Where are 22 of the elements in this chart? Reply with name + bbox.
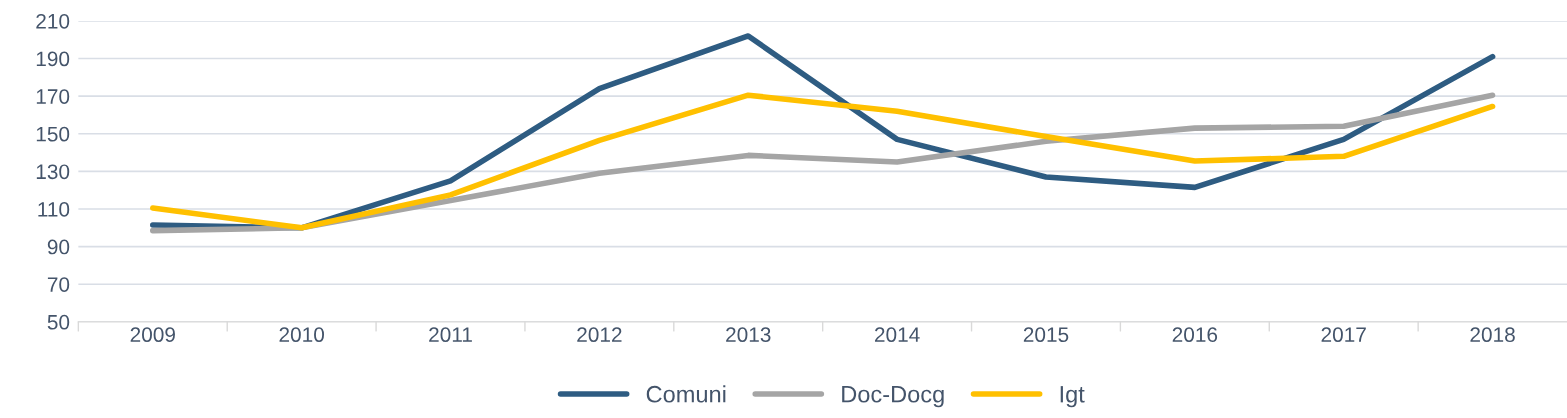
legend-label: Doc-Docg — [842, 386, 944, 408]
y-tick-label: 150 — [36, 126, 70, 142]
x-tick-label: 2017 — [1321, 327, 1366, 343]
legend-label: Comuni — [646, 385, 726, 403]
y-tick-label: 50 — [47, 314, 70, 330]
y-tick-label: 110 — [38, 202, 70, 217]
x-tick-label: 2011 — [429, 327, 472, 343]
x-tick-label: 2009 — [130, 327, 175, 343]
y-tick-label: 170 — [36, 89, 70, 104]
x-tick-label: 2014 — [874, 327, 920, 343]
x-tick-label: 2016 — [1172, 327, 1218, 343]
x-tick-label: 2012 — [577, 327, 622, 343]
x-tick-label: 2015 — [1023, 327, 1069, 343]
y-tick-label: 210 — [36, 13, 70, 29]
legend-label: Igt — [1060, 386, 1085, 408]
y-tick-label: 190 — [36, 51, 70, 67]
y-tick-label: 70 — [47, 277, 70, 292]
y-tick-label: 90 — [47, 239, 70, 255]
x-tick-label: 2010 — [279, 327, 325, 343]
x-tick-label: 2018 — [1470, 327, 1515, 343]
y-tick-label: 130 — [36, 164, 70, 180]
x-tick-label: 2013 — [726, 327, 771, 343]
